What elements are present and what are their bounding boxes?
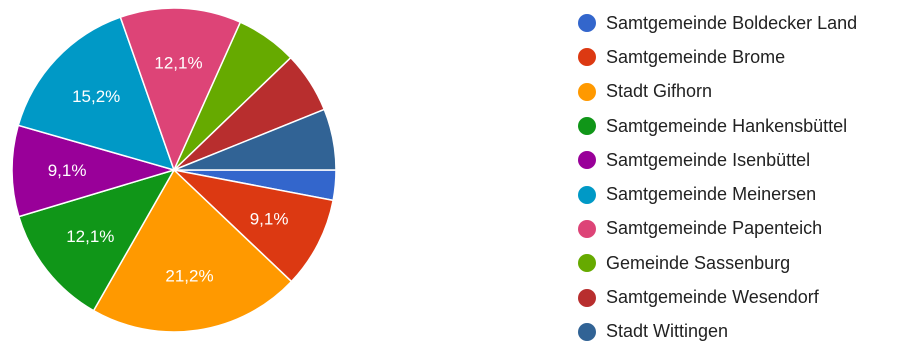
legend-item-samtgemeinde-hankensbuttel[interactable]: Samtgemeinde Hankensbüttel	[578, 109, 857, 143]
legend-item-samtgemeinde-meinersen[interactable]: Samtgemeinde Meinersen	[578, 177, 857, 211]
pie-slice-stadt-gifhorn[interactable]	[92, 168, 293, 333]
legend-swatch-icon	[578, 185, 596, 204]
slice-label-stadt-gifhorn: 21,2%	[165, 266, 213, 285]
legend-label: Samtgemeinde Brome	[606, 46, 786, 67]
slice-label-samtgemeinde-hankensbuttel: 12,1%	[66, 227, 114, 246]
legend-label: Gemeinde Sassenburg	[606, 252, 791, 273]
legend-label: Stadt Gifhorn	[606, 81, 713, 102]
legend-label: Samtgemeinde Papenteich	[606, 218, 823, 239]
legend-swatch-icon	[578, 322, 596, 341]
legend-item-samtgemeinde-wesendorf[interactable]: Samtgemeinde Wesendorf	[578, 280, 857, 314]
legend-label: Stadt Wittingen	[606, 321, 729, 342]
legend-item-samtgemeinde-brome[interactable]: Samtgemeinde Brome	[578, 40, 857, 74]
legend-swatch-icon	[578, 151, 596, 170]
legend-item-gemeinde-sassenburg[interactable]: Gemeinde Sassenburg	[578, 246, 857, 280]
legend-label: Samtgemeinde Boldecker Land	[606, 12, 858, 33]
pie-chart: 9,1% 21,2% 12,1% 9,1% 15,2% 12,1%	[11, 7, 337, 333]
pie-slice-samtgemeinde-papenteich[interactable]	[119, 7, 242, 173]
pie-slice-labels: 9,1% 21,2% 12,1% 9,1% 15,2% 12,1%	[48, 54, 289, 286]
legend-label: Samtgemeinde Hankensbüttel	[606, 115, 848, 136]
slice-label-samtgemeinde-meinersen: 15,2%	[72, 87, 120, 106]
legend: Samtgemeinde Boldecker Land Samtgemeinde …	[578, 6, 857, 349]
legend-swatch-icon	[578, 14, 596, 33]
legend-item-samtgemeinde-isenbuttel[interactable]: Samtgemeinde Isenbüttel	[578, 143, 857, 177]
legend-swatch-icon	[578, 82, 596, 101]
legend-item-stadt-gifhorn[interactable]: Stadt Gifhorn	[578, 75, 857, 109]
pie-slice-samtgemeinde-brome[interactable]	[171, 168, 335, 283]
legend-label: Samtgemeinde Wesendorf	[606, 287, 819, 308]
pie-slice-samtgemeinde-meinersen[interactable]	[17, 16, 176, 172]
legend-item-samtgemeinde-boldecker-land[interactable]: Samtgemeinde Boldecker Land	[578, 6, 857, 40]
legend-item-stadt-wittingen[interactable]: Stadt Wittingen	[578, 315, 857, 349]
legend-swatch-icon	[578, 48, 596, 67]
slice-label-samtgemeinde-papenteich: 12,1%	[154, 54, 202, 73]
legend-label: Samtgemeinde Isenbüttel	[606, 149, 811, 170]
legend-swatch-icon	[578, 219, 596, 238]
legend-swatch-icon	[578, 288, 596, 307]
legend-swatch-icon	[578, 254, 596, 273]
legend-swatch-icon	[578, 117, 596, 136]
slice-label-samtgemeinde-brome: 9,1%	[250, 209, 289, 228]
pie-slice-stadt-wittingen[interactable]	[173, 108, 337, 171]
legend-label: Samtgemeinde Meinersen	[606, 184, 817, 205]
legend-item-samtgemeinde-papenteich[interactable]: Samtgemeinde Papenteich	[578, 212, 857, 246]
slice-label-samtgemeinde-isenbuttel: 9,1%	[48, 161, 87, 180]
pie-slice-samtgemeinde-isenbuttel[interactable]	[11, 124, 177, 218]
pie-slices	[11, 7, 337, 333]
